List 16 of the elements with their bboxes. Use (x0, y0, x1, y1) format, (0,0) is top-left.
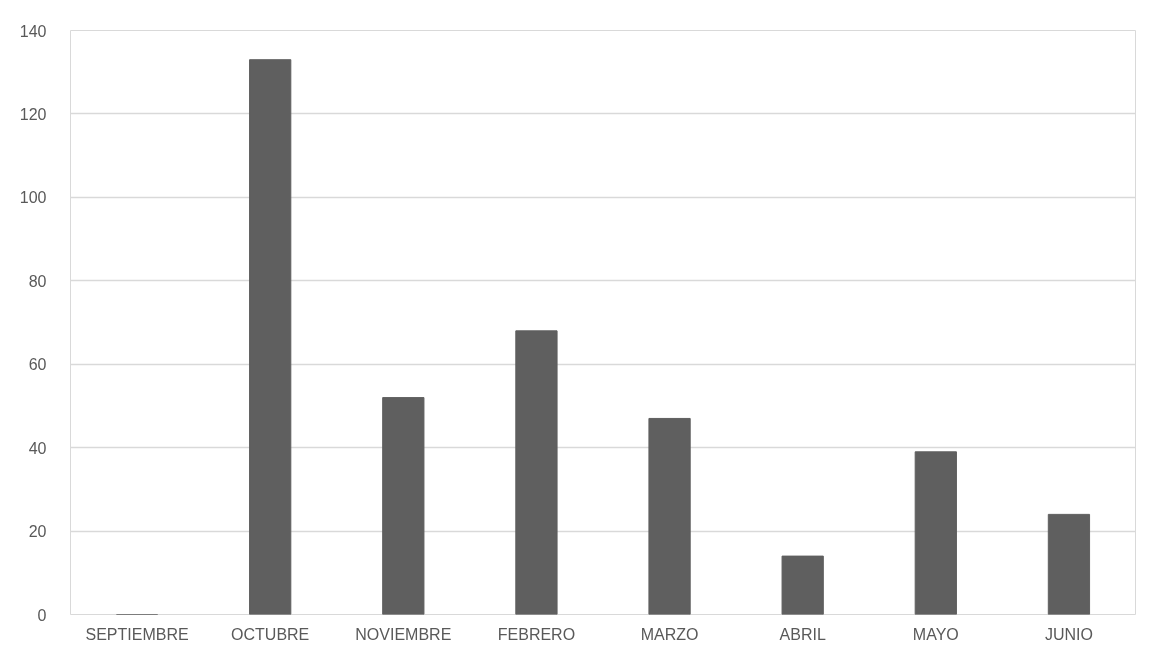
y-tick-label: 40 (28, 439, 47, 457)
y-tick-label: 100 (19, 189, 47, 207)
y-tick-label: 60 (28, 356, 47, 374)
y-tick-label: 0 (37, 606, 47, 624)
x-tick-label: MARZO (640, 625, 699, 643)
x-tick-label: MAYO (912, 625, 959, 643)
y-tick-label: 120 (19, 105, 47, 123)
y-tick-label: 80 (28, 272, 47, 290)
x-tick-label: NOVIEMBRE (355, 625, 452, 643)
x-tick-label: SEPTIEMBRE (85, 625, 189, 643)
y-tick-label: 140 (19, 22, 47, 40)
y-tick-label: 20 (28, 523, 47, 541)
x-tick-label: ABRIL (779, 625, 826, 643)
x-tick-label: FEBRERO (497, 625, 576, 643)
x-tick-label: OCTUBRE (231, 625, 310, 643)
x-tick-label: JUNIO (1044, 625, 1093, 643)
